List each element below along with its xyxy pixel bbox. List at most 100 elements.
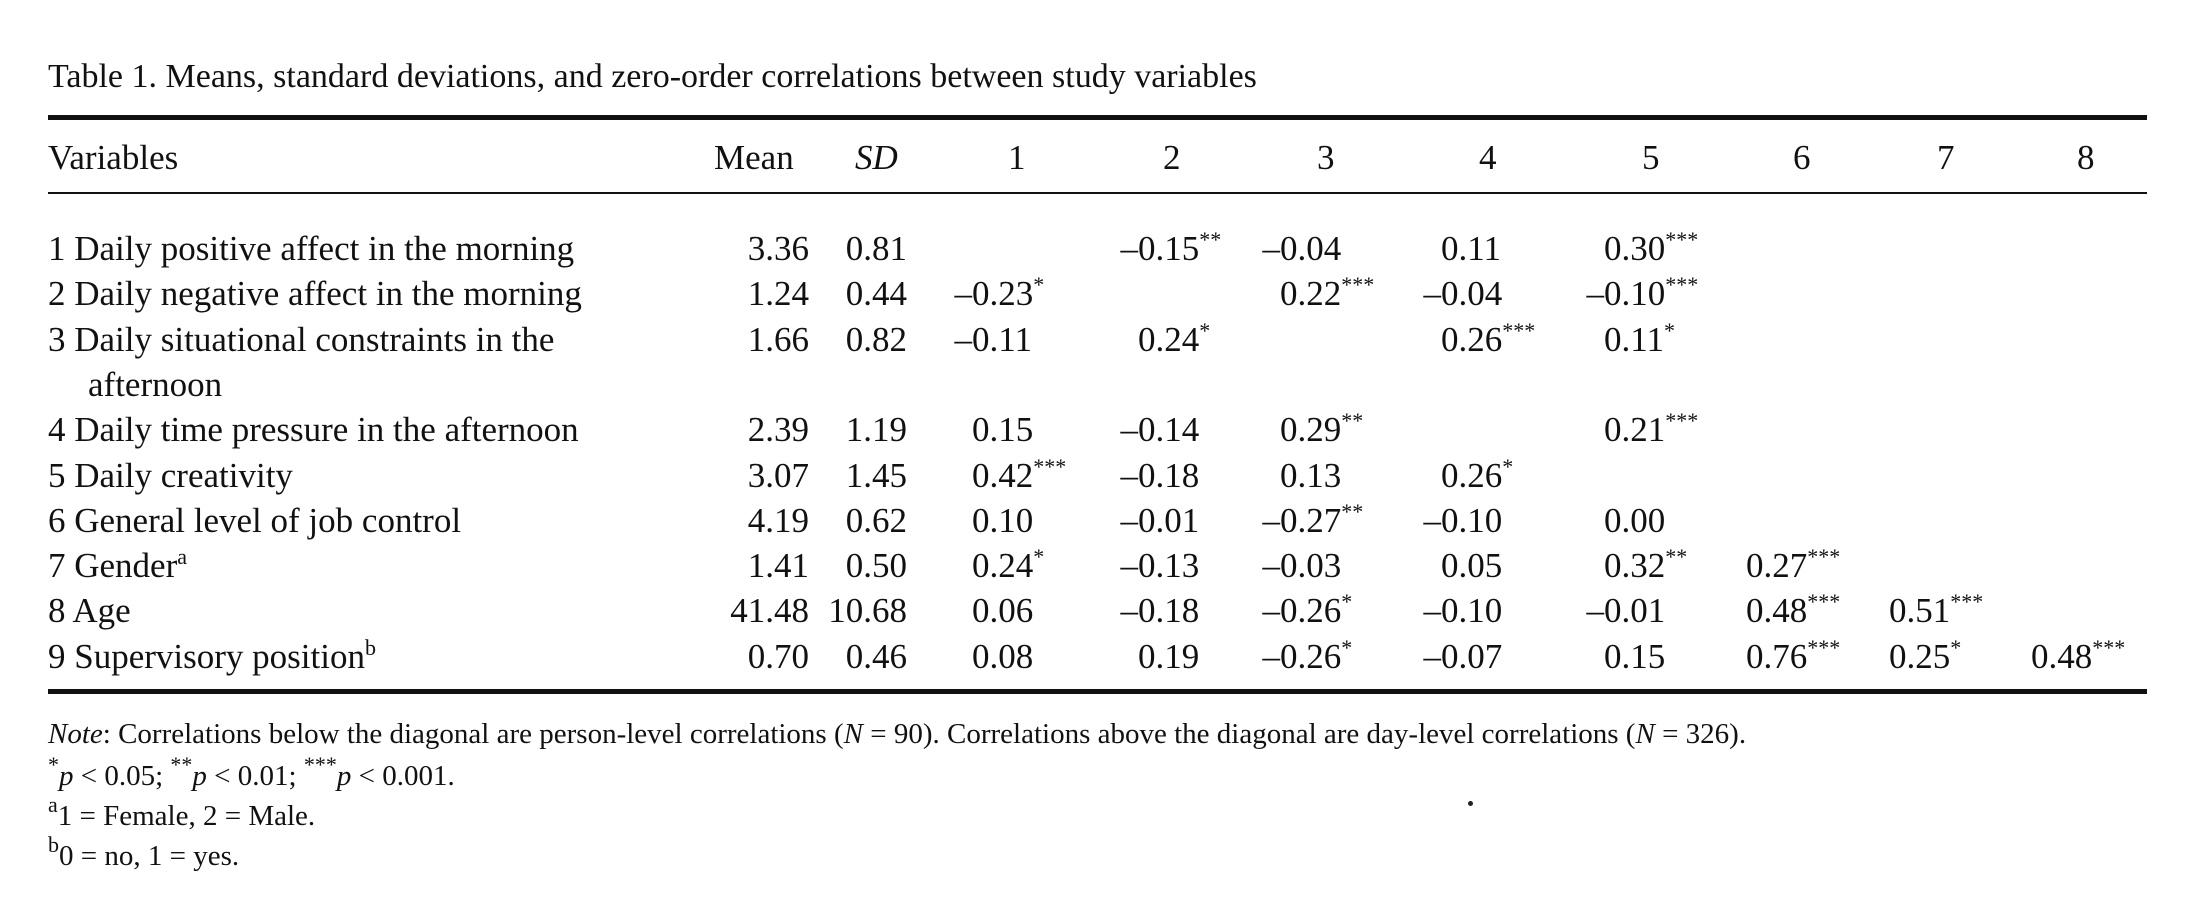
correlation-cell: 0.42*** [972,453,1066,502]
footnote-marker: b [48,832,59,857]
correlation-cell: –0.01 [1587,588,1666,633]
correlation-value: 0.51 [1889,591,1951,631]
correlation-cell: 0.48*** [1746,588,1840,637]
correlation-value: 0.27 [1280,500,1342,540]
significance-stars: ** [1341,498,1364,524]
mean-value: 3.36 [747,229,809,268]
note-text-n1: = 90). Correlations above the diagonal a… [862,718,1636,750]
sd-value: 1.19 [845,410,907,450]
footnote-text: 0 = no, 1 = yes. [59,840,240,872]
correlation-value: 0.04 [1441,274,1503,314]
significance-stars: *** [1807,634,1841,660]
correlation-cell: 0.26* [1441,453,1513,502]
correlation-value: 0.15 [1138,229,1200,268]
header-col-7: 7 [1937,138,1955,177]
header-mean: Mean [714,138,794,177]
sd-value: 0.62 [845,500,907,540]
variable-name: Age [72,591,131,631]
correlation-cell: –0.14 [1121,407,1200,452]
sd-value: 1.45 [845,455,907,495]
correlation-cell: 0.22*** [1280,271,1374,320]
correlation-value: 0.76 [1746,636,1808,676]
bottom-rule [48,689,2147,694]
minus-sign: – [1120,455,1139,495]
n-symbol: N [843,718,863,750]
mean-value: 0.70 [747,636,809,676]
variable-number: 8 [48,591,66,631]
footnote-marker: a [177,544,188,570]
mean-value: 3.07 [747,455,809,495]
correlation-cell: –0.10 [1424,498,1503,543]
note-label: Note [48,718,103,750]
variable-number: 2 [48,274,66,314]
variable-name: General level of job control [74,500,462,540]
variable-number: 7 [48,546,66,586]
correlation-cell: 0.48*** [2031,634,2125,683]
correlation-cell: 0.51*** [1889,588,1983,637]
correlation-cell: –0.10 [1424,588,1503,633]
minus-sign: – [1423,500,1442,540]
minus-sign: – [1120,410,1139,450]
correlation-value: 0.11 [1604,319,1664,359]
correlation-cell: 0.13 [1280,453,1341,498]
sig-text: < 0.01; [206,760,304,792]
variable-label-continued: afternoon [88,364,223,404]
variable-number: 4 [48,410,66,450]
sd-value: 0.50 [845,546,907,586]
significance-stars: * [1033,544,1045,570]
correlation-value: 0.24 [972,546,1034,586]
correlation-value: 0.29 [1280,410,1342,450]
stray-dot [1468,801,1473,806]
correlation-cell: 0.00 [1604,498,1665,543]
correlation-value: 0.15 [1604,636,1666,676]
correlation-cell: –0.10*** [1587,271,1699,320]
mean-value: 1.66 [747,319,809,359]
minus-sign: – [1262,591,1281,631]
sig-text: < 0.05; [73,760,171,792]
minus-sign: – [954,319,973,359]
p-symbol: p [192,760,207,792]
note-text-n2: = 326). [1654,718,1747,750]
minus-sign: – [954,274,973,314]
correlation-value: 0.11 [1441,229,1501,268]
correlation-cell: –0.27** [1263,498,1364,547]
header-col-1: 1 [1008,138,1026,177]
significance-stars: *** [1807,544,1841,570]
minus-sign: – [1586,591,1605,631]
correlation-value: 0.10 [1441,591,1503,631]
variable-name: Daily time pressure in the afternoon [74,410,579,450]
variable-name: Gender [74,546,178,586]
header-col-5: 5 [1642,138,1660,177]
correlation-cell: –0.18 [1121,588,1200,633]
correlation-value: 0.01 [1604,591,1666,631]
variable-name: Daily positive affect in the morning [74,229,575,268]
correlation-cell: –0.03 [1263,543,1342,588]
correlation-cell: 0.29** [1280,407,1363,456]
variable-number: 9 [48,636,66,676]
sd-value: 0.82 [845,319,907,359]
significance-stars: *** [2092,634,2126,660]
significance-stars: *** [1502,317,1536,343]
minus-sign: – [1423,636,1442,676]
correlation-cell: 0.15 [1604,634,1665,679]
correlation-value: 0.04 [1280,229,1342,268]
correlation-value: 0.08 [972,636,1034,676]
variable-number: 5 [48,455,66,495]
correlation-cell: –0.15** [1121,226,1222,275]
variable-label: 3 Daily situational constraints in the [48,317,554,362]
correlation-cell: 0.11* [1604,317,1675,366]
correlation-cell: –0.26* [1263,588,1353,637]
correlation-value: 0.32 [1604,546,1666,586]
supervisory-footnote: b0 = no, 1 = yes. [48,832,240,873]
correlation-value: 0.05 [1441,546,1503,586]
minus-sign: – [1262,546,1281,586]
correlation-cell: 0.19 [1138,634,1199,679]
correlation-value: 0.10 [1441,500,1503,540]
significance-stars: * [1663,317,1675,343]
correlation-value: 0.25 [1889,636,1951,676]
footnote-marker: b [364,634,376,660]
variable-number: 1 [48,229,66,268]
correlation-value: 0.01 [1138,500,1200,540]
variable-name: Daily creativity [74,455,293,495]
correlation-cell: –0.23* [955,271,1045,320]
